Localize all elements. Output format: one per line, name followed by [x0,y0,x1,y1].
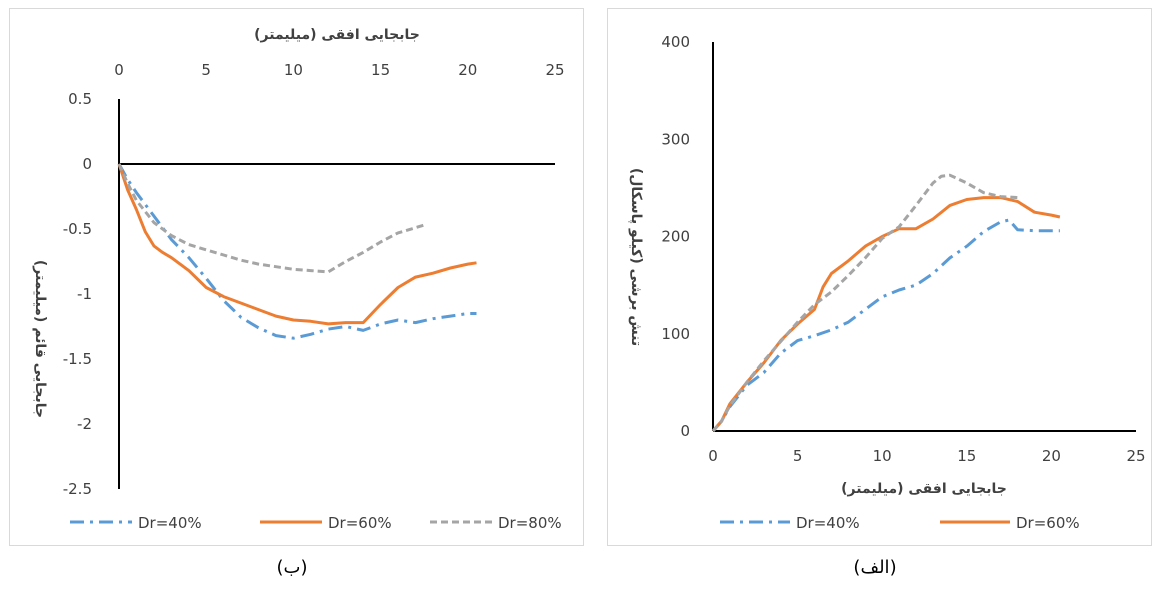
y-tick-label: -0.5 [63,220,92,238]
x-axis-title: جابجایی افقی (میلیمتر) [841,481,1007,497]
x-tick-label: 0 [114,61,124,79]
y-tick-label: 300 [661,130,690,148]
y-tick-label: 200 [661,228,690,246]
y-tick-label: 0.5 [68,90,92,108]
legend-label: Dr=60% [1016,514,1080,532]
x-tick-label: 5 [793,447,803,465]
y-axis-title: تنش برشی (کیلو پاسکال) [628,168,644,346]
series-line-dr60 [711,196,1061,432]
x-tick-label: 20 [458,61,477,79]
y-tick-label: -2 [77,415,92,433]
x-axis-title: جابجایی افقی (میلیمتر) [254,27,420,43]
chart-b-svg: 0 5 10 15 20 25 0.5 0 -0.5 -1 -1.5 -2 -2.5 جابجایی اف… [32,27,565,532]
caption-b: (ب) [276,557,308,578]
x-tick-label: 25 [545,61,564,79]
x-tick-label: 10 [284,61,303,79]
y-tick-label: 0 [82,155,92,173]
y-tick-label: -1 [77,285,92,303]
chart-panel-a: 0 5 10 15 20 25 0 100 200 300 400 جابجایی افقی (میل… [607,8,1152,546]
x-tick-label: 0 [708,447,718,465]
legend-label: Dr=60% [328,514,392,532]
series-line-dr40 [711,218,1060,432]
series-line-dr80 [711,173,1018,432]
legend-label: Dr=40% [796,514,860,532]
series-line-dr40 [117,163,477,340]
x-tick-label: 15 [371,61,390,79]
y-tick-label: 0 [680,422,690,440]
x-tick-label: 10 [873,447,892,465]
x-tick-label: 25 [1126,447,1145,465]
caption-a: (الف) [853,557,897,578]
y-tick-label: -2.5 [63,480,92,498]
series-line-dr80 [117,163,425,274]
legend-label: Dr=40% [138,514,202,532]
y-tick-label: 400 [661,33,690,51]
y-tick-label: -1.5 [63,350,92,368]
chart-panel-b: 0 5 10 15 20 25 0.5 0 -0.5 -1 -1.5 -2 -2.5 جابجایی اف… [9,8,584,546]
chart-a-svg: 0 5 10 15 20 25 0 100 200 300 400 جابجایی افقی (میل… [628,33,1146,532]
y-tick-label: 100 [661,325,690,343]
y-axis-title: جابجایی قائم (میلیمتر) [32,260,48,418]
legend-label: Dr=80% [498,514,562,532]
x-tick-label: 20 [1042,447,1061,465]
x-tick-label: 15 [957,447,976,465]
series-line-dr60 [117,163,477,326]
x-tick-label: 5 [201,61,211,79]
